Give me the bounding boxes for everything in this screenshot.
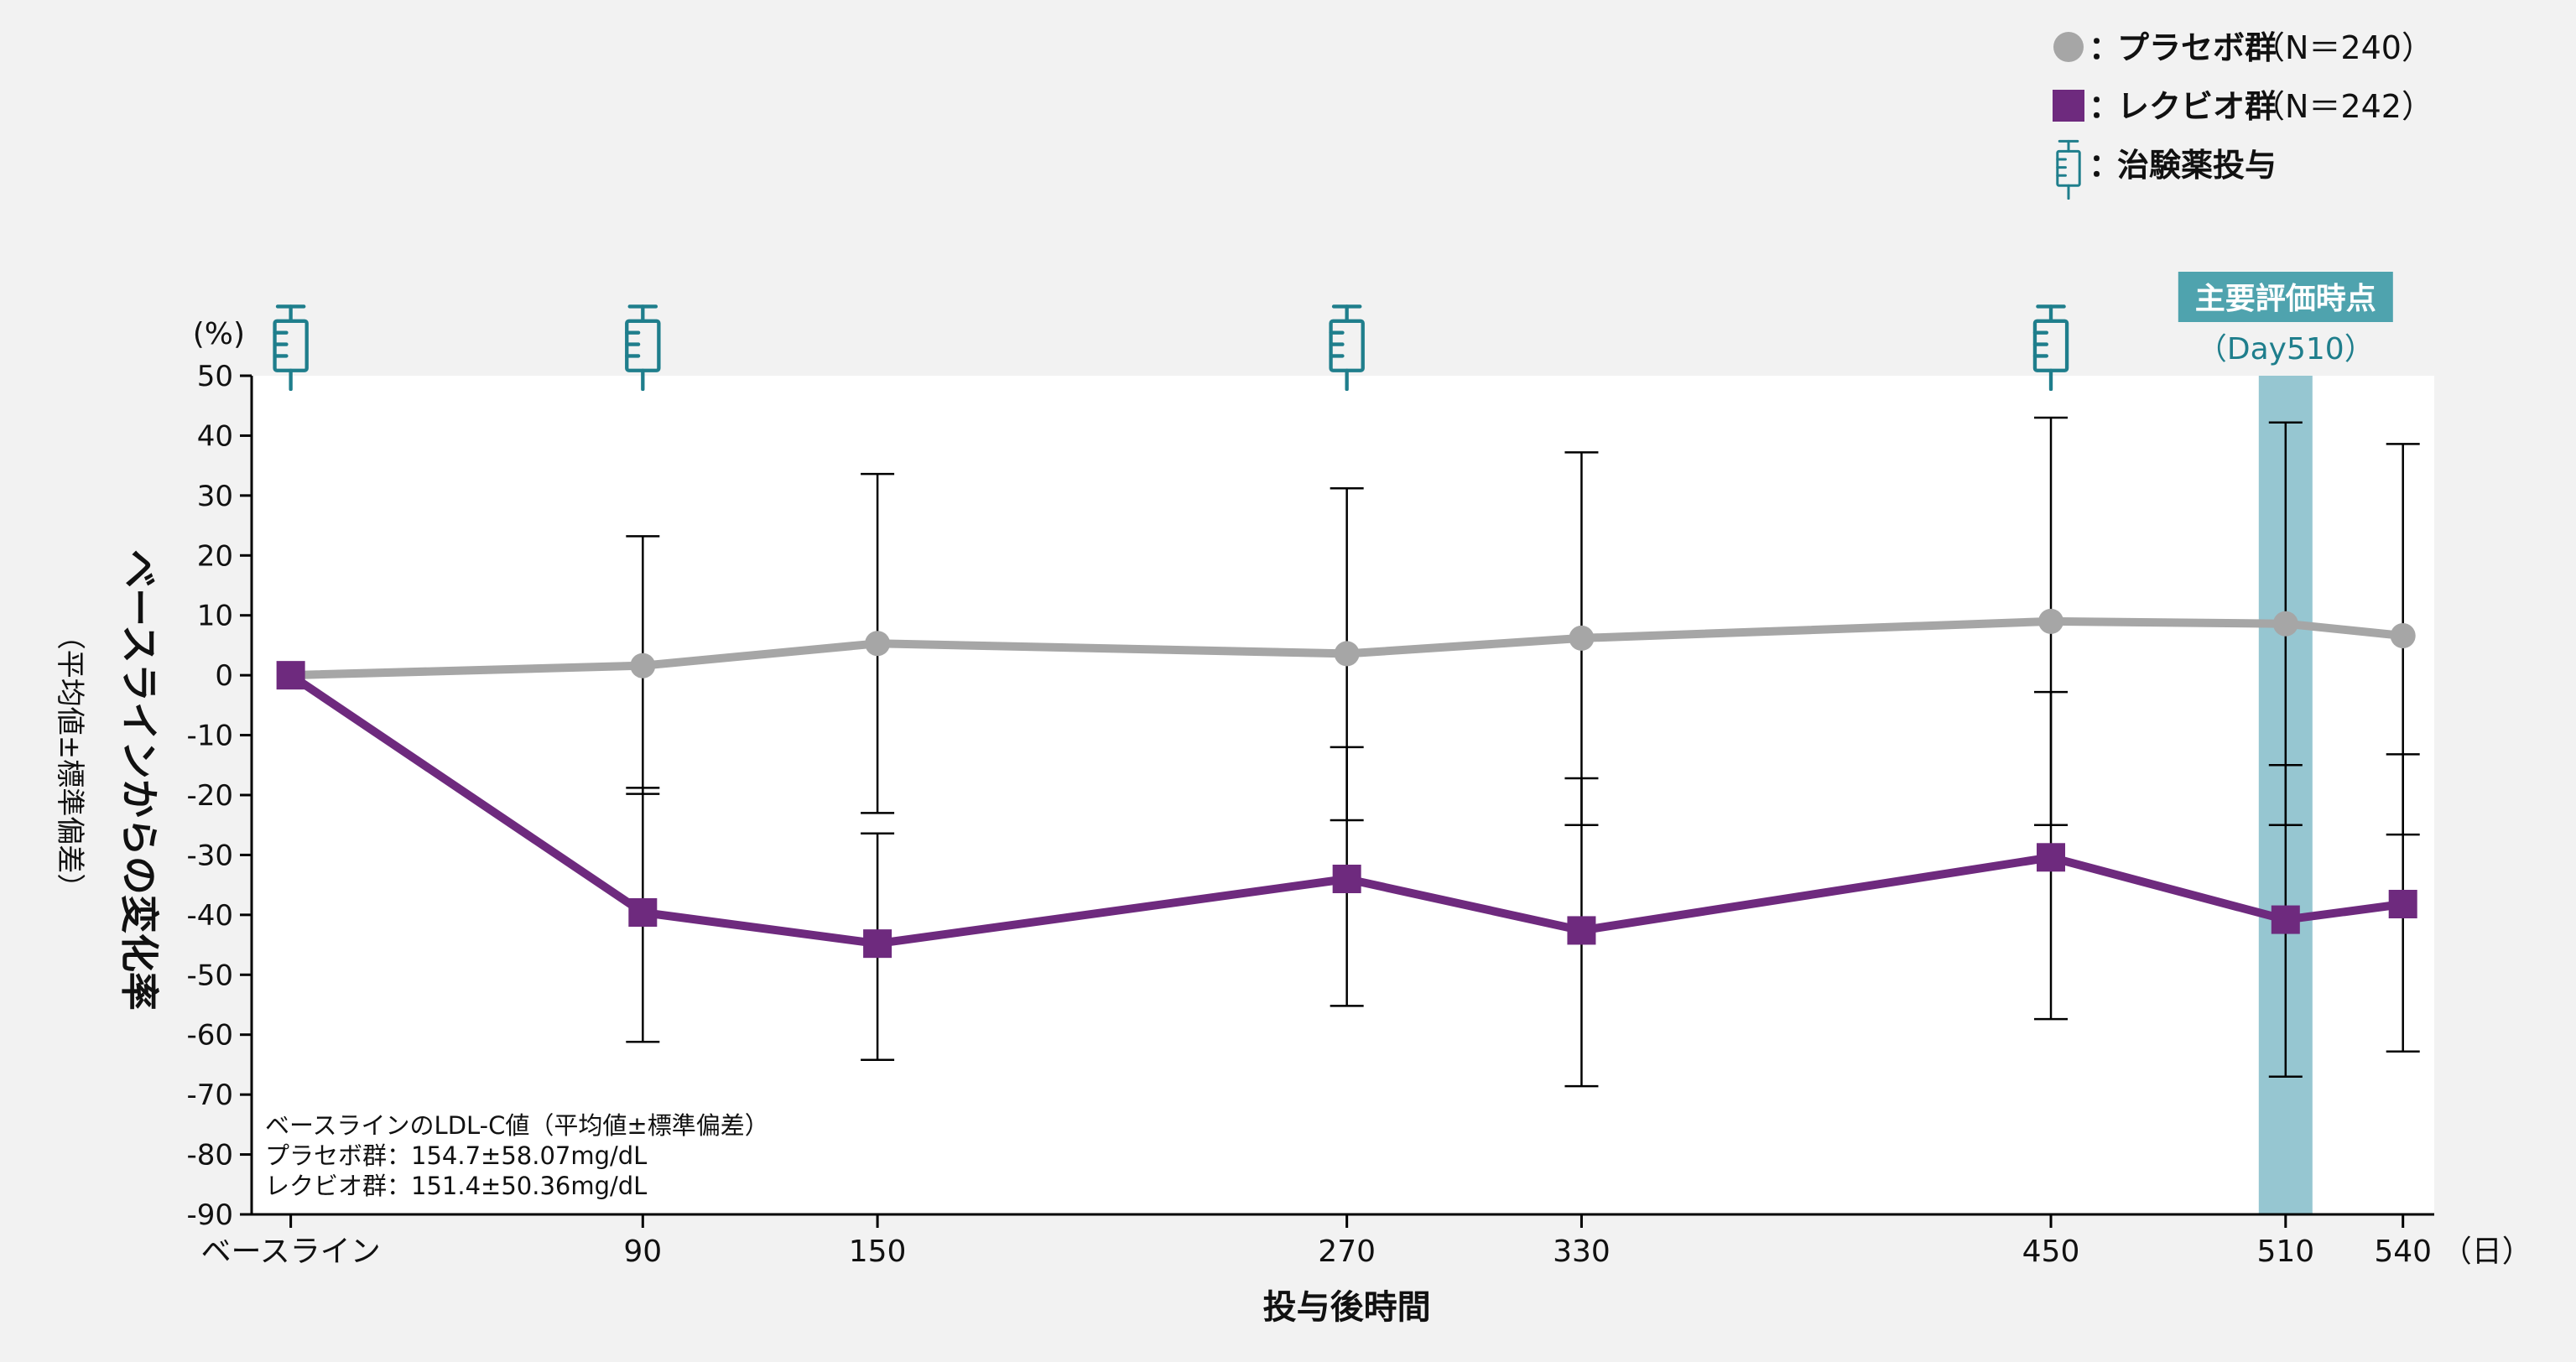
- legend-colon: ：: [2089, 29, 2121, 66]
- placebo-point: [2272, 611, 2298, 637]
- y-tick-label: -30: [186, 839, 233, 872]
- legend-dosing-label: 治験薬投与: [2117, 147, 2277, 184]
- placebo-point: [2390, 623, 2416, 648]
- legend-leqvio-marker: [2053, 90, 2084, 122]
- x-axis-title: 投与後時間: [1263, 1288, 1431, 1327]
- plot-layer: [252, 376, 2434, 1214]
- legend-series-n: （N＝242）: [2253, 88, 2433, 125]
- markers-layer: [276, 608, 2417, 959]
- y-tick-label: 20: [197, 539, 233, 573]
- leqvio-point: [1332, 865, 1361, 893]
- x-tick-label: 450: [2022, 1235, 2080, 1269]
- y-tick-label: -50: [186, 959, 233, 992]
- axes-layer: [240, 374, 2434, 1228]
- primary-endpoint-label-box: [2178, 272, 2393, 322]
- y-tick-label: -70: [186, 1079, 233, 1112]
- legend-series-n: （N＝240）: [2253, 29, 2433, 66]
- labels-layer: 50403020100-10-20-30-40-50-60-70-80-90ベー…: [53, 272, 2532, 1327]
- leqvio-point: [276, 661, 305, 690]
- x-tick-label: 90: [623, 1235, 662, 1269]
- placebo-point: [630, 652, 656, 678]
- y-tick-label: 10: [197, 600, 233, 633]
- y-tick-label: -90: [186, 1198, 233, 1232]
- y-tick-label: -60: [186, 1019, 233, 1053]
- x-tick-label: 150: [849, 1235, 907, 1269]
- x-tick-label: 510: [2256, 1235, 2314, 1269]
- baseline-note-line: レクビオ群：151.4±50.36mg/dL: [265, 1172, 647, 1200]
- y-tick-label: 0: [215, 659, 233, 693]
- y-tick-label: 40: [197, 419, 233, 453]
- primary-endpoint-label: 主要評価時点: [2195, 282, 2376, 316]
- series-lines-layer: [288, 616, 2404, 949]
- baseline-note-line: プラセボ群：154.7±58.07mg/dL: [265, 1141, 647, 1170]
- y-tick-label: 50: [197, 360, 233, 393]
- y-tick-label: -20: [186, 779, 233, 813]
- leqvio-point: [628, 898, 658, 927]
- x-tick-label: 330: [1553, 1235, 1611, 1269]
- x-tick-label: 270: [1318, 1235, 1376, 1269]
- y-unit-label: (%): [193, 317, 245, 351]
- placebo-point: [1334, 641, 1360, 667]
- placebo-point: [1569, 625, 1595, 651]
- placebo-series-line: [290, 616, 2404, 680]
- leqvio-point: [1567, 916, 1596, 945]
- placebo-point: [2038, 608, 2064, 634]
- legend-syringe-icon: [2056, 139, 2081, 200]
- y-tick-label: -10: [186, 720, 233, 753]
- leqvio-point: [2388, 890, 2417, 918]
- legend-placebo-marker: [2053, 32, 2084, 62]
- plot-area: [252, 376, 2434, 1214]
- legend-series-name: レクビオ群: [2117, 88, 2277, 125]
- placebo-point: [865, 631, 891, 657]
- y-tick-label: -80: [186, 1139, 233, 1172]
- x-unit-label: （日）: [2442, 1235, 2532, 1269]
- leqvio-point: [2037, 843, 2066, 872]
- legend-colon: ：: [2089, 147, 2121, 184]
- primary-endpoint-sublabel: （Day510）: [2197, 332, 2375, 366]
- legend-colon: ：: [2089, 88, 2121, 125]
- x-tick-label: ベースライン: [201, 1235, 381, 1269]
- y-tick-label: -40: [186, 899, 233, 933]
- error-bars-layer: [626, 416, 2420, 1088]
- y-tick-label: 30: [197, 480, 233, 513]
- x-tick-label: 540: [2374, 1235, 2432, 1269]
- leqvio-point: [863, 929, 892, 959]
- baseline-note-title: ベースラインのLDL-C値（平均値±標準偏差）: [265, 1111, 769, 1140]
- y-axis-title: ベースラインからの変化率: [117, 549, 162, 1011]
- leqvio-point: [2271, 905, 2300, 934]
- legend: ：プラセボ群（N＝240）：レクビオ群（N＝242）：治験薬投与: [2053, 29, 2433, 200]
- y-axis-subtitle: （平均値±標準偏差）: [53, 621, 86, 902]
- leqvio-series-line: [288, 671, 2404, 949]
- legend-series-name: プラセボ群: [2117, 29, 2277, 66]
